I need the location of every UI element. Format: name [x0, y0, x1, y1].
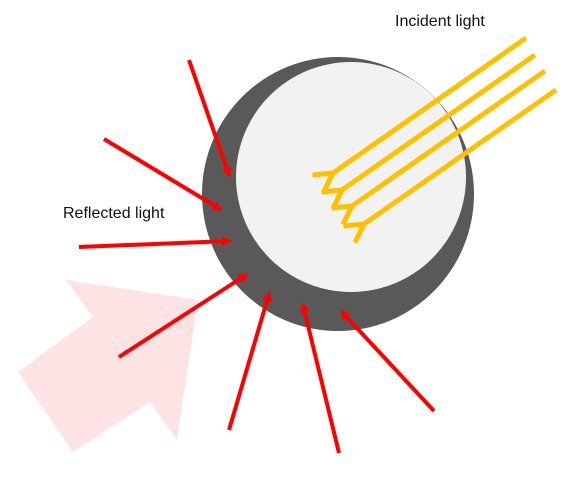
- incident-arrow-3: [352, 68, 547, 206]
- reflected-light-arrows: [78, 59, 436, 454]
- observer-direction-arrow: [18, 280, 198, 452]
- reflected-arrow-3: [78, 236, 232, 249]
- reflected-arrow-2: [102, 137, 223, 211]
- reflected-arrow-1: [187, 59, 232, 178]
- reflected-arrow-5: [227, 291, 272, 431]
- incident-arrow-4: [364, 87, 558, 224]
- incident-arrow-1: [333, 35, 528, 173]
- reflected-arrow-4: [117, 273, 249, 359]
- reflected-arrow-6: [299, 302, 341, 454]
- reflected-arrow-7: [339, 309, 436, 413]
- reflected-light-label: Reflected light: [63, 205, 165, 222]
- incident-arrow-2: [342, 52, 537, 190]
- incident-light-label: Incident light: [395, 13, 485, 30]
- incident-light-arrows: [333, 35, 558, 224]
